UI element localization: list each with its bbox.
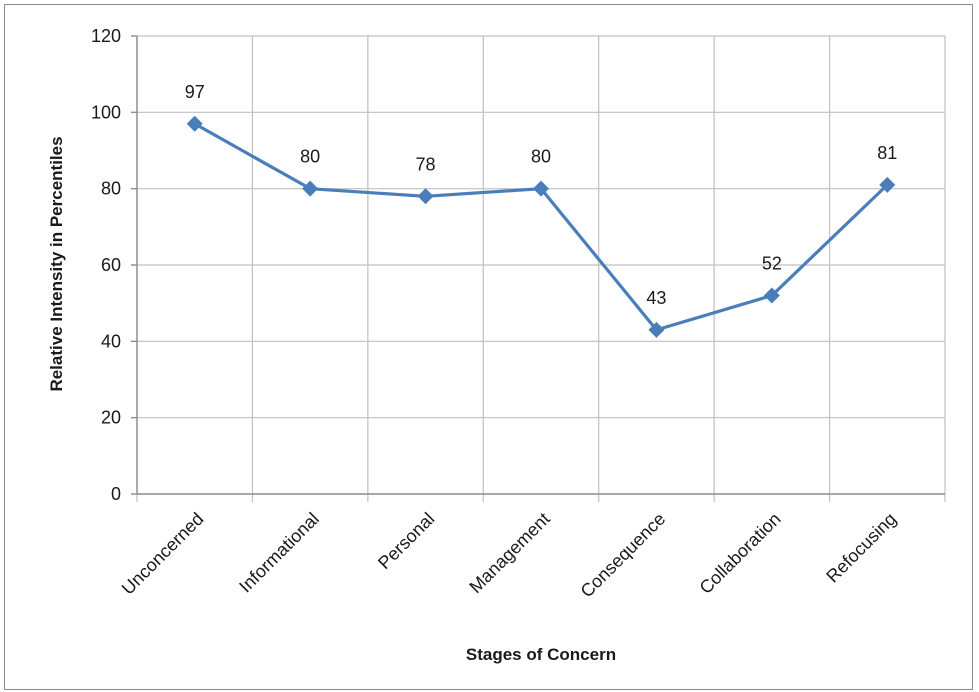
data-point-marker — [763, 287, 780, 304]
marker-layer — [186, 115, 896, 338]
gridlines — [136, 35, 946, 502]
x-tick-labels: Unconcerned Informational Personal Manageme… — [118, 509, 900, 602]
x-tick-label: Collaboration — [696, 509, 785, 598]
x-axis-title: Stages of Concern — [466, 645, 616, 664]
y-tick-label: 0 — [111, 484, 121, 504]
x-tick-label: Management — [465, 509, 553, 597]
x-tick-label: Refocusing — [822, 509, 900, 587]
y-tick-label: 40 — [101, 331, 121, 351]
y-tick-label: 100 — [91, 102, 121, 122]
y-axis-title: Relative Intensity in Percentiles — [47, 136, 66, 391]
data-point-marker — [879, 176, 896, 193]
data-label: 80 — [531, 147, 551, 167]
data-point-marker — [302, 180, 319, 197]
data-label: 97 — [185, 82, 205, 102]
chart-frame — [4, 4, 973, 690]
data-label: 52 — [762, 254, 782, 274]
data-label: 81 — [877, 143, 897, 163]
axes — [131, 35, 945, 495]
y-tick-label: 80 — [101, 179, 121, 199]
data-point-marker — [648, 321, 665, 338]
y-tick-labels: 0 20 40 60 80 100 120 — [91, 26, 121, 504]
y-tick-label: 60 — [101, 255, 121, 275]
data-point-marker — [417, 188, 434, 205]
y-tick-label: 20 — [101, 408, 121, 428]
y-tick-label: 120 — [91, 26, 121, 46]
x-tick-label: Informational — [235, 509, 323, 597]
x-tick-label: Unconcerned — [118, 509, 208, 599]
x-tick-label: Consequence — [577, 509, 670, 602]
data-label: 80 — [300, 147, 320, 167]
data-point-marker — [186, 115, 203, 132]
data-label: 78 — [416, 154, 436, 174]
data-label-layer: 97 80 78 80 43 52 81 — [185, 82, 898, 308]
data-point-marker — [533, 180, 549, 197]
data-label: 43 — [646, 288, 666, 308]
x-tick-label: Personal — [374, 509, 438, 573]
